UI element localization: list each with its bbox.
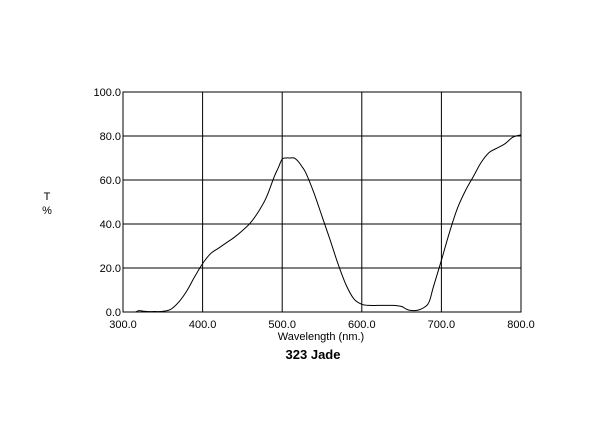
y-tick-label: 100.0 — [93, 87, 121, 99]
x-tick-label: 700.0 — [428, 319, 456, 331]
y-axis-label-percent: % — [42, 205, 52, 217]
chart-title: 323 Jade — [286, 347, 341, 362]
gridlines — [122, 91, 522, 313]
y-tick-label: 20.0 — [100, 263, 121, 275]
y-tick-label: 40.0 — [100, 219, 121, 231]
y-tick-label: 0.0 — [106, 307, 121, 319]
series-layer — [135, 134, 522, 313]
x-axis-ticks: 300.0 400.0 500.0 600.0 700.0 800.0 — [109, 319, 535, 331]
x-tick-label: 400.0 — [189, 319, 217, 331]
x-tick-label: 600.0 — [348, 319, 376, 331]
x-tick-label: 300.0 — [109, 319, 137, 331]
y-axis-label-t: T — [44, 191, 51, 203]
x-tick-label: 500.0 — [268, 319, 296, 331]
x-tick-label: 800.0 — [507, 319, 535, 331]
y-tick-label: 80.0 — [100, 131, 121, 143]
transmission-series-line — [135, 134, 522, 313]
x-axis-label: Wavelength (nm.) — [278, 331, 364, 343]
plot-frame — [122, 91, 522, 313]
y-tick-label: 60.0 — [100, 175, 121, 187]
y-axis-ticks: 0.0 20.0 40.0 60.0 80.0 100.0 — [93, 87, 121, 319]
